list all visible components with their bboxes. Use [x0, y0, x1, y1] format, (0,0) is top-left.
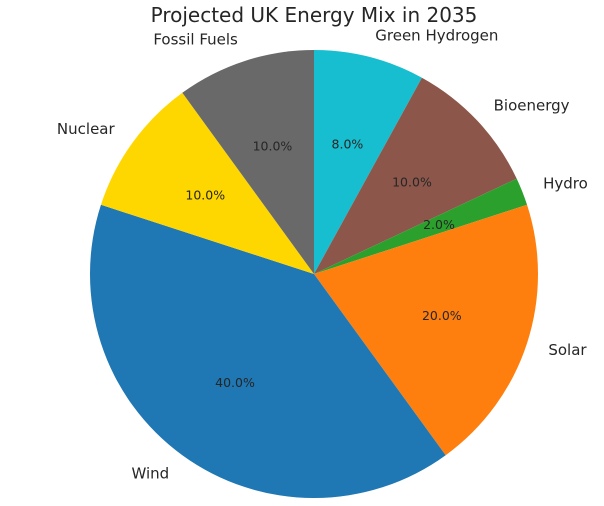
pie-category-labels: Green Hydrogen Bioenergy Hydro Solar Wind Nuc… — [57, 26, 588, 482]
category-label-wind: Wind — [131, 464, 169, 482]
pie-slice-wind — [90, 204, 446, 499]
pct-label-wind: 40.0% — [215, 375, 255, 390]
pie-slice-green-hydrogen — [314, 50, 422, 274]
pie-slice-hydro — [314, 178, 528, 274]
pie-slice-nuclear — [100, 92, 314, 275]
pct-label-bioenergy: 10.0% — [392, 174, 432, 189]
pie-slices — [90, 50, 539, 499]
chart-title: Projected UK Energy Mix in 2035 — [151, 3, 478, 27]
pct-label-hydro: 2.0% — [423, 217, 455, 232]
pie-percentage-labels: 8.0% 10.0% 2.0% 20.0% 40.0% 10.0% 10.0% — [185, 136, 461, 390]
pie-slice-bioenergy — [314, 77, 517, 274]
pct-label-solar: 20.0% — [422, 308, 462, 323]
pct-label-fossil-fuels: 10.0% — [253, 139, 293, 154]
category-label-bioenergy: Bioenergy — [494, 96, 570, 114]
category-label-solar: Solar — [548, 341, 587, 359]
pie-slice-fossil-fuels — [182, 50, 314, 274]
category-label-fossil-fuels: Fossil Fuels — [153, 31, 238, 49]
pie-slice-solar — [314, 204, 539, 456]
pct-label-nuclear: 10.0% — [185, 188, 225, 203]
category-label-hydro: Hydro — [543, 174, 588, 192]
pct-label-green-hydrogen: 8.0% — [332, 136, 364, 151]
category-label-nuclear: Nuclear — [57, 120, 116, 138]
category-label-green-hydrogen: Green Hydrogen — [375, 26, 498, 44]
